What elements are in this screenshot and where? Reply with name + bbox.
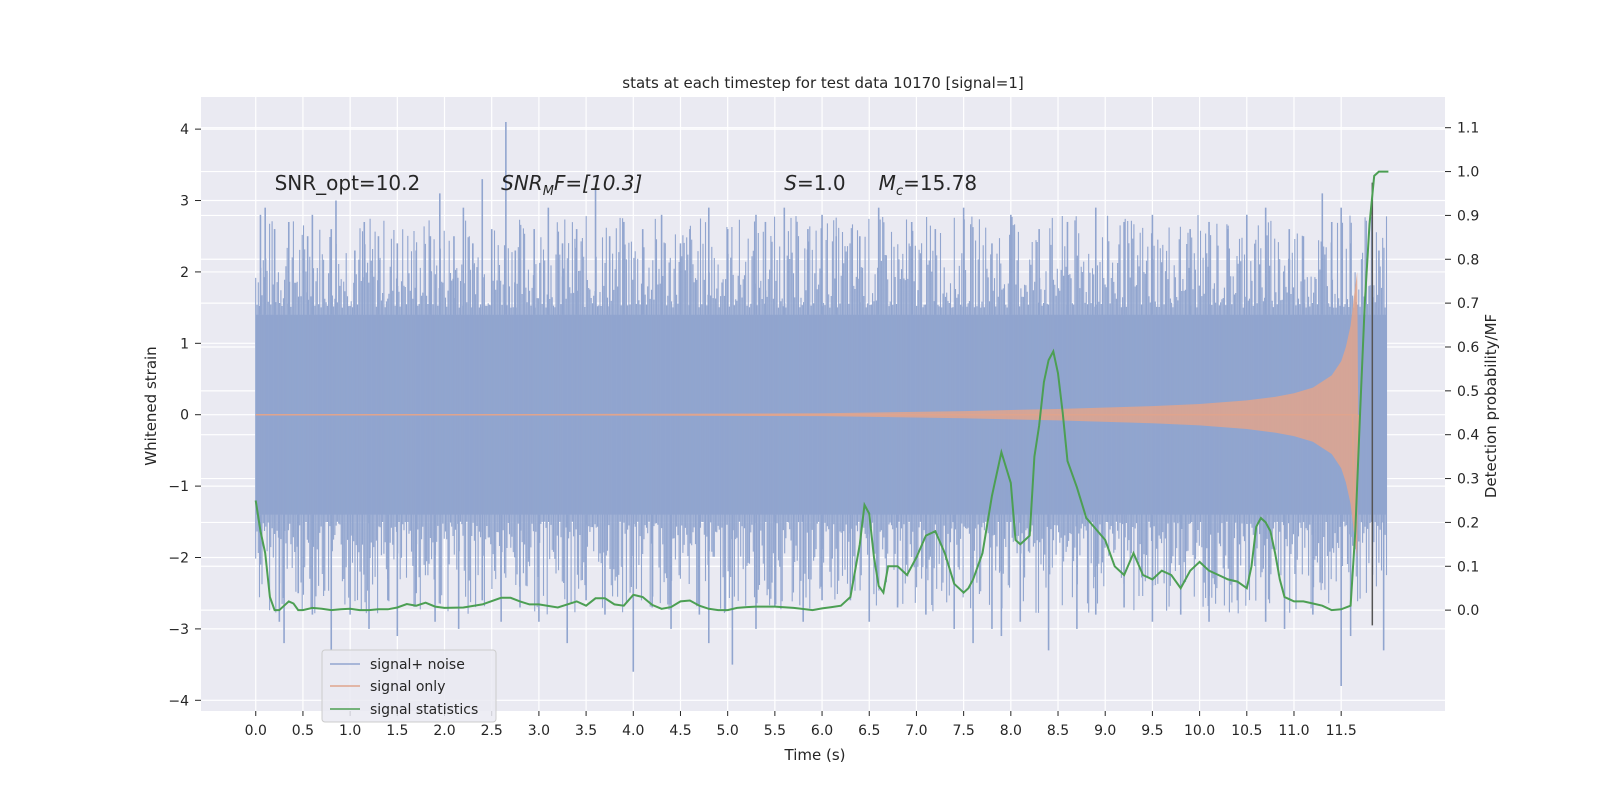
annotation-snr-opt: SNR_opt=10.2 <box>275 171 421 195</box>
y-right-tick-label: 0.7 <box>1457 296 1479 312</box>
y-right-tick-label: 0.9 <box>1457 208 1479 224</box>
annotation-s-value: S=1.0 <box>784 171 845 195</box>
legend-label-signal-statistics: signal statistics <box>370 702 478 718</box>
legend-label-signal-noise: signal+ noise <box>370 657 465 673</box>
x-tick-label: 6.0 <box>811 723 833 739</box>
x-tick-label: 0.5 <box>292 723 314 739</box>
x-tick-label: 0.0 <box>245 723 267 739</box>
x-tick-label: 10.5 <box>1231 723 1262 739</box>
x-axis-ticks: 0.0 0.5 1.0 1.5 2.0 2.5 3.0 3.5 4.0 4.5 5.0 5.5 6.0 6… <box>245 711 1357 739</box>
y-right-tick-label: 0.0 <box>1457 603 1479 619</box>
y-tick-label: 4 <box>180 122 189 138</box>
y-axis-right-ticks: 1.1 1.0 0.9 0.8 0.7 0.6 0.5 0.4 0.3 0.2 0.1 0.0 <box>1445 121 1479 619</box>
y-axis-title-left: Whitened strain <box>142 346 160 465</box>
x-tick-label: 8.5 <box>1047 723 1069 739</box>
x-tick-label: 5.5 <box>764 723 786 739</box>
y-tick-label: 0 <box>180 408 189 424</box>
x-axis-title: Time (s) <box>784 746 846 764</box>
x-tick-label: 3.0 <box>528 723 550 739</box>
y-right-tick-label: 0.2 <box>1457 515 1479 531</box>
x-tick-label: 6.5 <box>858 723 880 739</box>
y-right-tick-label: 0.6 <box>1457 340 1479 356</box>
legend: signal+ noise signal only signal statist… <box>321 649 497 723</box>
x-tick-label: 2.0 <box>433 723 455 739</box>
x-tick-label: 9.5 <box>1141 723 1163 739</box>
y-right-tick-label: 0.5 <box>1457 384 1479 400</box>
x-tick-label: 1.5 <box>386 723 408 739</box>
x-tick-label: 8.0 <box>1000 723 1022 739</box>
y-tick-label: 2 <box>180 265 189 281</box>
y-axis-left-ticks: 4 3 2 1 0 −1 −2 −3 −4 <box>168 122 201 709</box>
x-tick-label: 9.0 <box>1094 723 1116 739</box>
x-tick-label: 2.5 <box>481 723 503 739</box>
x-tick-label: 11.0 <box>1278 723 1309 739</box>
x-tick-label: 4.5 <box>669 723 691 739</box>
x-tick-label: 1.0 <box>339 723 361 739</box>
x-tick-label: 5.0 <box>717 723 739 739</box>
y-right-tick-label: 0.3 <box>1457 472 1479 488</box>
y-right-tick-label: 1.0 <box>1457 165 1479 181</box>
x-tick-label: 7.0 <box>905 723 927 739</box>
y-right-tick-label: 0.1 <box>1457 559 1479 575</box>
signal-statistics-line <box>254 170 1389 612</box>
annotations: SNR_opt=10.2 SNRMF=[10.3] S=1.0 Mc=15.78 <box>275 171 978 199</box>
legend-label-signal-only: signal only <box>370 679 445 695</box>
annotation-snr-mf: SNRMF=[10.3] <box>501 171 642 199</box>
signal-statistics-series <box>254 170 1389 612</box>
y-tick-label: 1 <box>180 336 189 352</box>
y-axis-title-right: Detection probability/MF <box>1482 314 1500 498</box>
y-tick-label: −3 <box>168 622 189 638</box>
y-tick-label: 3 <box>180 194 189 210</box>
x-tick-label: 3.5 <box>575 723 597 739</box>
y-right-tick-label: 0.4 <box>1457 428 1479 444</box>
y-right-tick-label: 0.8 <box>1457 252 1479 268</box>
x-tick-label: 7.5 <box>953 723 975 739</box>
x-tick-label: 11.5 <box>1326 723 1357 739</box>
x-tick-label: 10.0 <box>1184 723 1215 739</box>
y-right-tick-label: 1.1 <box>1457 121 1479 137</box>
chart-title: stats at each timestep for test data 101… <box>622 74 1023 92</box>
y-tick-label: −1 <box>168 479 189 495</box>
x-tick-label: 4.0 <box>622 723 644 739</box>
y-tick-label: −4 <box>168 693 189 709</box>
annotation-chirp-mass: Mc=15.78 <box>879 171 977 199</box>
y-tick-label: −2 <box>168 551 189 567</box>
legend-box <box>321 649 497 723</box>
